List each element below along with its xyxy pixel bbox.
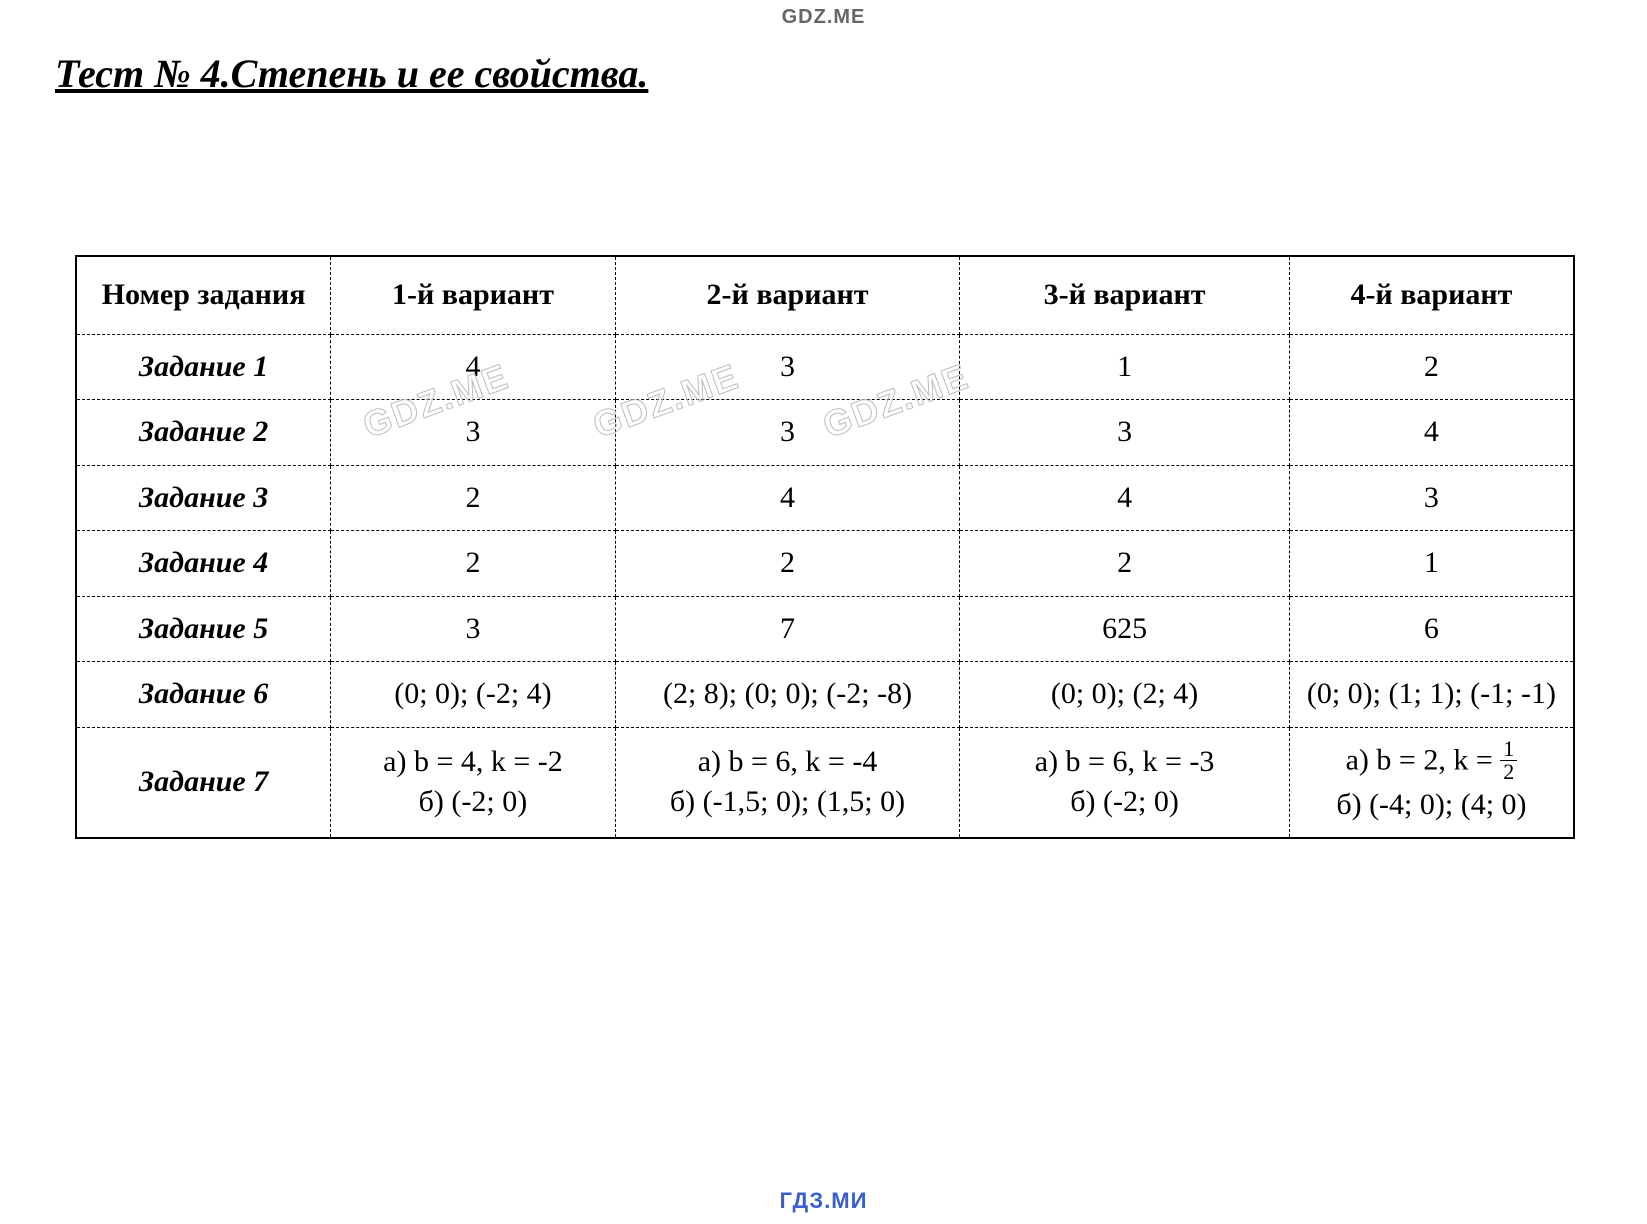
- table-cell: 6: [1289, 596, 1574, 662]
- table-row: Задание 14312: [76, 334, 1574, 400]
- cell-text: а) b = 6, k = -3: [1035, 745, 1215, 778]
- col-header-task: Номер задания: [76, 256, 331, 334]
- table-cell: 1: [1289, 531, 1574, 597]
- task-label: Задание 2: [76, 400, 331, 466]
- table-row: Задание 5376256: [76, 596, 1574, 662]
- cell-text: б) (-2; 0): [419, 785, 528, 818]
- page-title: Тест № 4.Степень и ее свойства.: [55, 50, 648, 97]
- fraction-numerator: 1: [1500, 738, 1517, 761]
- table-cell: а) b = 2, k = 12 б) (-4; 0); (4; 0): [1289, 727, 1574, 838]
- cell-text: а) b = 4, k = -2: [383, 745, 563, 778]
- cell-text: а) b = 2, k =: [1346, 743, 1501, 776]
- watermark-bottom: ГДЗ.МИ: [780, 1188, 868, 1214]
- cell-text: а) b = 6, k = -4: [698, 745, 878, 778]
- table-cell: 4: [615, 465, 960, 531]
- table-cell: (0; 0); (2; 4): [960, 662, 1290, 728]
- table-cell: (0; 0); (1; 1); (-1; -1): [1289, 662, 1574, 728]
- task-label: Задание 7: [76, 727, 331, 838]
- watermark-top: GDZ.ME: [782, 6, 866, 29]
- cell-text: б) (-4; 0); (4; 0): [1336, 788, 1526, 821]
- table-cell: 4: [1289, 400, 1574, 466]
- table-cell: 3: [960, 400, 1290, 466]
- table-cell: 2: [1289, 334, 1574, 400]
- table-cell: 3: [615, 400, 960, 466]
- table-cell: 2: [331, 465, 616, 531]
- col-header-variant-4: 4-й вариант: [1289, 256, 1574, 334]
- table-cell: 3: [615, 334, 960, 400]
- table-cell: 625: [960, 596, 1290, 662]
- table-row: Задание 23334: [76, 400, 1574, 466]
- col-header-variant-3: 3-й вариант: [960, 256, 1290, 334]
- task-label: Задание 4: [76, 531, 331, 597]
- fraction: 12: [1500, 738, 1517, 783]
- task-label: Задание 1: [76, 334, 331, 400]
- table-cell: 2: [615, 531, 960, 597]
- table-cell: 3: [331, 596, 616, 662]
- fraction-denominator: 2: [1500, 761, 1517, 783]
- table-cell: 2: [331, 531, 616, 597]
- task-label: Задание 6: [76, 662, 331, 728]
- table-cell: а) b = 6, k = -4 б) (-1,5; 0); (1,5; 0): [615, 727, 960, 838]
- table-cell: 4: [960, 465, 1290, 531]
- answer-table: Номер задания 1-й вариант 2-й вариант 3-…: [75, 255, 1575, 839]
- table-row: Задание 42221: [76, 531, 1574, 597]
- table-cell: (0; 0); (-2; 4): [331, 662, 616, 728]
- table-cell: 2: [960, 531, 1290, 597]
- table-cell: 3: [1289, 465, 1574, 531]
- task-label: Задание 3: [76, 465, 331, 531]
- table-row: Задание 32443: [76, 465, 1574, 531]
- cell-text: б) (-2; 0): [1070, 785, 1179, 818]
- table-cell: 7: [615, 596, 960, 662]
- table-row: Задание 7а) b = 4, k = -2б) (-2; 0)а) b …: [76, 727, 1574, 838]
- col-header-variant-1: 1-й вариант: [331, 256, 616, 334]
- table-cell: 3: [331, 400, 616, 466]
- table-cell: 1: [960, 334, 1290, 400]
- col-header-variant-2: 2-й вариант: [615, 256, 960, 334]
- cell-text: б) (-1,5; 0); (1,5; 0): [670, 785, 905, 818]
- table-cell: а) b = 4, k = -2 б) (-2; 0): [331, 727, 616, 838]
- table-body: Задание 14312Задание 23334Задание 32443З…: [76, 334, 1574, 838]
- table-cell: а) b = 6, k = -3 б) (-2; 0): [960, 727, 1290, 838]
- task-label: Задание 5: [76, 596, 331, 662]
- answer-table-wrap: Номер задания 1-й вариант 2-й вариант 3-…: [75, 255, 1575, 839]
- table-row: Задание 6(0; 0); (-2; 4)(2; 8); (0; 0); …: [76, 662, 1574, 728]
- table-cell: 4: [331, 334, 616, 400]
- table-cell: (2; 8); (0; 0); (-2; -8): [615, 662, 960, 728]
- table-header-row: Номер задания 1-й вариант 2-й вариант 3-…: [76, 256, 1574, 334]
